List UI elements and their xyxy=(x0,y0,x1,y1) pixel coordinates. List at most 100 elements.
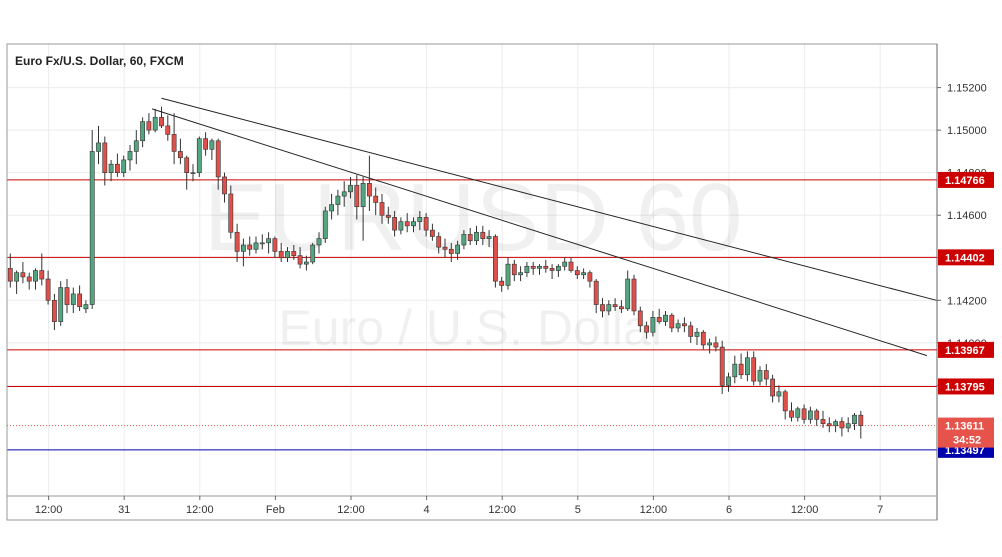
candle-body xyxy=(222,176,227,195)
watermark: EURUSD 60 Euro / U.S. Dollar xyxy=(204,164,743,356)
candle-body xyxy=(108,163,114,173)
candle-body xyxy=(650,317,656,333)
candle xyxy=(278,242,284,263)
candle-body xyxy=(33,270,38,282)
trendline[interactable] xyxy=(151,108,928,357)
candle xyxy=(505,257,511,290)
current-price-tag: 1.13611 34:52 xyxy=(938,417,994,448)
trendline[interactable] xyxy=(161,97,937,301)
candle xyxy=(184,155,190,190)
candle-body xyxy=(612,304,618,307)
candle-body xyxy=(744,357,750,376)
candle-body xyxy=(266,238,271,244)
candle-body xyxy=(96,142,101,152)
price-tag-label: 1.14766 xyxy=(945,175,985,187)
time-tick-label: 12:00 xyxy=(791,504,819,516)
price-tag: 1.14766 xyxy=(938,171,994,188)
candle xyxy=(385,206,391,224)
candle xyxy=(581,268,586,280)
candle-body xyxy=(751,357,757,382)
candle-body xyxy=(505,263,511,286)
candle-body xyxy=(184,157,190,173)
candle xyxy=(751,351,757,386)
candle xyxy=(448,242,454,263)
candle xyxy=(612,298,618,311)
candle xyxy=(102,136,108,186)
candle xyxy=(675,319,681,333)
candle-body xyxy=(600,304,605,312)
candle-body xyxy=(618,306,624,310)
candle-body xyxy=(675,323,681,329)
candle-body xyxy=(442,246,448,250)
candle-body xyxy=(568,261,574,271)
candle xyxy=(770,374,775,403)
candle xyxy=(726,372,731,392)
candle-body xyxy=(70,293,76,305)
price-tag: 1.13967 xyxy=(938,341,994,358)
candle-body xyxy=(366,183,372,197)
candle-body xyxy=(83,304,89,310)
candle-body xyxy=(165,125,171,135)
candle-body xyxy=(140,121,145,142)
candle-body xyxy=(341,191,347,197)
candle xyxy=(757,366,763,386)
candle-body xyxy=(51,300,57,322)
candle xyxy=(196,136,202,177)
candle-body xyxy=(776,391,782,397)
candle-body xyxy=(7,268,13,282)
candle-body xyxy=(455,244,460,254)
candle xyxy=(574,266,580,280)
candle xyxy=(404,213,410,233)
candle-body xyxy=(398,221,404,231)
candle-body xyxy=(858,414,864,426)
candle xyxy=(39,253,45,286)
candle xyxy=(247,236,253,256)
time-axis[interactable]: 12:00 31 12:00 Feb 12:00 4 12:00 5 12:00 6 12:00 7 xyxy=(35,496,883,516)
candle xyxy=(650,310,656,337)
candle-body xyxy=(795,408,801,418)
candle xyxy=(215,138,221,190)
candle-body xyxy=(845,423,851,429)
candle xyxy=(392,210,397,237)
candle-body xyxy=(663,314,668,322)
candle-body xyxy=(833,421,838,427)
candle-body xyxy=(209,140,215,150)
candle xyxy=(681,317,687,333)
candle xyxy=(782,389,788,420)
candle xyxy=(700,330,706,350)
chart-title: Euro Fx/U.S. Dollar, 60, FXCM xyxy=(15,54,184,68)
candle xyxy=(127,145,133,171)
candle-body xyxy=(669,314,675,329)
current-price-label: 1.13611 xyxy=(945,421,984,433)
candle-body xyxy=(757,370,763,382)
candle-body xyxy=(20,272,26,278)
candle-body xyxy=(770,378,775,397)
candle xyxy=(455,240,460,260)
candle xyxy=(713,336,719,352)
price-tick-label: 1.15200 xyxy=(947,83,987,95)
candle xyxy=(228,185,234,239)
candle xyxy=(480,225,486,246)
candle xyxy=(26,272,32,290)
candle-body xyxy=(121,159,127,173)
candle xyxy=(663,310,668,326)
candle-body xyxy=(499,280,505,286)
candle xyxy=(303,255,309,271)
candle-body xyxy=(738,363,744,376)
price-tag-label: 1.13967 xyxy=(945,345,985,357)
candle-body xyxy=(291,251,297,256)
candle xyxy=(417,210,423,231)
candle-body xyxy=(625,278,631,310)
candle xyxy=(807,406,813,424)
candle-body xyxy=(587,272,593,282)
candle-body xyxy=(203,138,208,150)
candle-body xyxy=(127,151,133,161)
candle-body xyxy=(259,242,265,245)
candle xyxy=(266,232,271,254)
candle-body xyxy=(581,272,586,276)
candle-body xyxy=(39,270,45,280)
price-tag-box xyxy=(938,171,994,188)
candle xyxy=(637,306,643,333)
candle xyxy=(688,321,694,343)
